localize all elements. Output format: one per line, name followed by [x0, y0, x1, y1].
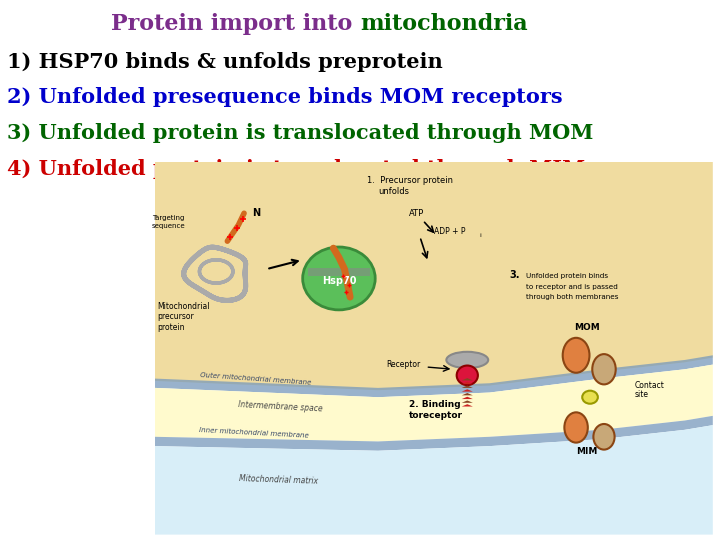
Ellipse shape [302, 247, 375, 310]
Text: precursor: precursor [158, 313, 194, 321]
Ellipse shape [582, 390, 598, 404]
Polygon shape [155, 425, 713, 535]
Text: Inner mitochondrial membrane: Inner mitochondrial membrane [199, 427, 310, 438]
Polygon shape [462, 382, 473, 384]
Text: mitochondria: mitochondria [360, 13, 528, 35]
Ellipse shape [446, 352, 488, 368]
Polygon shape [462, 401, 473, 403]
Text: Mitochondrial matrix: Mitochondrial matrix [238, 474, 318, 485]
Text: 4) Unfolded protein is translocated through MIM: 4) Unfolded protein is translocated thro… [7, 159, 585, 179]
Ellipse shape [593, 424, 615, 450]
Text: 3) Unfolded protein is translocated through MOM: 3) Unfolded protein is translocated thro… [7, 123, 593, 143]
Ellipse shape [593, 354, 616, 384]
Text: Outer mitochondrial membrane: Outer mitochondrial membrane [199, 372, 311, 386]
Text: sequence: sequence [152, 223, 186, 229]
Text: N: N [253, 207, 261, 218]
Text: Hsp70: Hsp70 [322, 276, 356, 286]
Polygon shape [462, 404, 473, 407]
Polygon shape [462, 386, 473, 388]
Polygon shape [155, 364, 713, 442]
Polygon shape [308, 268, 369, 276]
Ellipse shape [563, 338, 590, 373]
Text: Targeting: Targeting [152, 215, 184, 221]
Text: Unfolded protein binds: Unfolded protein binds [526, 273, 608, 279]
Polygon shape [462, 378, 473, 381]
Text: through both membranes: through both membranes [526, 294, 618, 300]
Polygon shape [462, 393, 473, 395]
Text: protein: protein [158, 323, 185, 332]
Text: toreceptor: toreceptor [409, 411, 463, 420]
Text: 1.  Precursor protein: 1. Precursor protein [367, 176, 453, 185]
Text: site: site [635, 390, 649, 399]
Text: to receptor and is passed: to receptor and is passed [526, 284, 618, 289]
Text: Mitochondrial: Mitochondrial [158, 302, 210, 310]
Text: ATP: ATP [409, 208, 424, 218]
Polygon shape [155, 162, 713, 390]
Text: 2) Unfolded presequence binds MOM receptors: 2) Unfolded presequence binds MOM recept… [7, 87, 563, 107]
Polygon shape [155, 416, 713, 451]
Text: 3.: 3. [509, 271, 520, 280]
Text: i: i [480, 233, 481, 239]
Text: MIM: MIM [577, 448, 598, 456]
Text: unfolds: unfolds [378, 187, 409, 195]
Text: 1) HSP70 binds & unfolds preprotein: 1) HSP70 binds & unfolds preprotein [7, 52, 443, 72]
Ellipse shape [456, 366, 478, 385]
Text: ADP + P: ADP + P [433, 227, 465, 236]
Text: MOM: MOM [575, 323, 600, 332]
Text: Protein import into: Protein import into [111, 13, 360, 35]
Polygon shape [155, 355, 713, 397]
Text: Receptor: Receptor [387, 360, 420, 369]
Text: Intermembrane space: Intermembrane space [238, 400, 323, 413]
Text: 2. Binding: 2. Binding [409, 400, 460, 409]
Text: Contact: Contact [635, 381, 665, 390]
Polygon shape [462, 397, 473, 399]
Polygon shape [462, 389, 473, 392]
Ellipse shape [564, 413, 588, 443]
